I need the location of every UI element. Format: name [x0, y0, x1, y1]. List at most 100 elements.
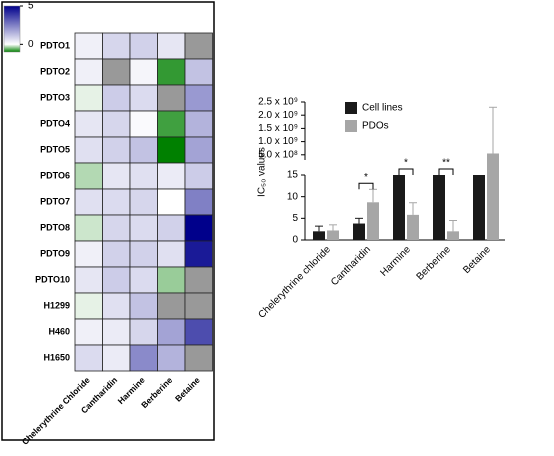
row-label: H1650	[43, 352, 70, 362]
row-label: PDTO9	[40, 248, 70, 258]
heatmap-cell	[129, 110, 158, 138]
heatmap-cell	[74, 162, 103, 190]
bar	[313, 231, 325, 240]
heatmap-cell	[157, 240, 186, 268]
bar	[393, 175, 405, 240]
row-label: H1299	[43, 300, 70, 310]
heatmap-cell	[102, 344, 131, 372]
heatmap-cell	[74, 58, 103, 86]
y2-tick-label: 2.5 x 10⁹	[258, 97, 298, 108]
heatmap-cell	[102, 32, 131, 60]
column-label: Betaine	[173, 375, 202, 404]
bar	[433, 175, 445, 240]
heatmap-cell	[74, 136, 103, 164]
heatmap-cell	[129, 136, 158, 164]
heatmap-cell	[129, 240, 158, 268]
x-tick-label: Berberine	[415, 244, 454, 283]
colorbar	[3, 5, 21, 53]
legend-label: Cell lines	[362, 103, 403, 114]
heatmap-cell	[129, 214, 158, 242]
x-tick-label: Harmine	[378, 244, 413, 279]
heatmap-cell	[102, 240, 131, 268]
heatmap-cell	[184, 32, 213, 60]
heatmap-cell	[74, 188, 103, 216]
heatmap-cell	[184, 240, 213, 268]
legend-label: PDOs	[362, 121, 389, 132]
x-tick-label: Chelerythrine chloride	[256, 244, 333, 321]
significance-bracket	[398, 168, 414, 175]
colorbar-label: 5	[28, 1, 34, 12]
heatmap-cell	[157, 110, 186, 138]
heatmap-cell	[102, 214, 131, 242]
bar	[447, 231, 459, 240]
row-label: PDTO8	[40, 222, 70, 232]
y-axis-label: IC₅₀ values	[257, 147, 268, 197]
heatmap-cell	[74, 240, 103, 268]
row-label: PDTO6	[40, 170, 70, 180]
heatmap-cell	[184, 214, 213, 242]
row-label: PDTO1	[40, 40, 70, 50]
bar	[327, 230, 339, 240]
row-label: PDTO7	[40, 196, 70, 206]
row-label: PDTO2	[40, 66, 70, 76]
y-tick-label: 15	[287, 170, 299, 181]
x-tick-label: Cantharidin	[329, 244, 373, 288]
heatmap-cell	[157, 344, 186, 372]
heatmap-cell	[129, 84, 158, 112]
heatmap-cell	[184, 110, 213, 138]
bar	[487, 153, 499, 240]
bar	[473, 175, 485, 240]
heatmap-cell	[157, 32, 186, 60]
heatmap-frame	[1, 1, 215, 441]
heatmap-cell	[157, 162, 186, 190]
heatmap-cell	[157, 58, 186, 86]
heatmap-cell	[184, 136, 213, 164]
heatmap-cell	[74, 84, 103, 112]
heatmap-cell	[157, 214, 186, 242]
heatmap-cell	[74, 32, 103, 60]
heatmap-cell	[157, 84, 186, 112]
heatmap-cell	[157, 292, 186, 320]
significance-bracket	[438, 168, 454, 175]
heatmap-cell	[102, 318, 131, 346]
bar	[367, 202, 379, 240]
heatmap-cell	[102, 110, 131, 138]
heatmap-cell	[129, 266, 158, 294]
y-tick-label: 5	[292, 213, 298, 224]
heatmap-cell	[129, 318, 158, 346]
colorbar-label: 0	[28, 39, 34, 50]
heatmap-cell	[129, 58, 158, 86]
x-tick-label: Betaine	[461, 244, 493, 276]
heatmap-cell	[129, 344, 158, 372]
row-label: H460	[48, 326, 70, 336]
y2-tick-label: 5.0 x 10⁸	[258, 149, 298, 160]
heatmap-cell	[74, 214, 103, 242]
bar	[353, 223, 365, 240]
row-label: PDTO3	[40, 92, 70, 102]
heatmap-cell	[184, 318, 213, 346]
y2-tick-label: 1.5 x 10⁹	[258, 123, 298, 134]
heatmap-cell	[102, 266, 131, 294]
heatmap-cell	[129, 162, 158, 190]
heatmap-cell	[157, 136, 186, 164]
y2-tick-label: 1.0 x 10⁹	[258, 136, 298, 147]
legend-swatch	[345, 120, 357, 132]
heatmap-cell	[184, 162, 213, 190]
y2-tick-label: 2.0 x 10⁹	[258, 110, 298, 121]
heatmap-cell	[129, 188, 158, 216]
heatmap-cell	[102, 162, 131, 190]
heatmap-cell	[102, 188, 131, 216]
heatmap-cell	[129, 32, 158, 60]
heatmap-cell	[74, 110, 103, 138]
bar	[407, 214, 419, 240]
heatmap-cell	[184, 84, 213, 112]
row-label: PDTO5	[40, 144, 70, 154]
heatmap-cell	[74, 318, 103, 346]
legend-swatch	[345, 102, 357, 114]
heatmap-cell	[102, 292, 131, 320]
heatmap-cell	[184, 292, 213, 320]
significance-bracket	[358, 182, 374, 190]
heatmap-cell	[184, 266, 213, 294]
y-tick-label: 0	[292, 235, 298, 246]
